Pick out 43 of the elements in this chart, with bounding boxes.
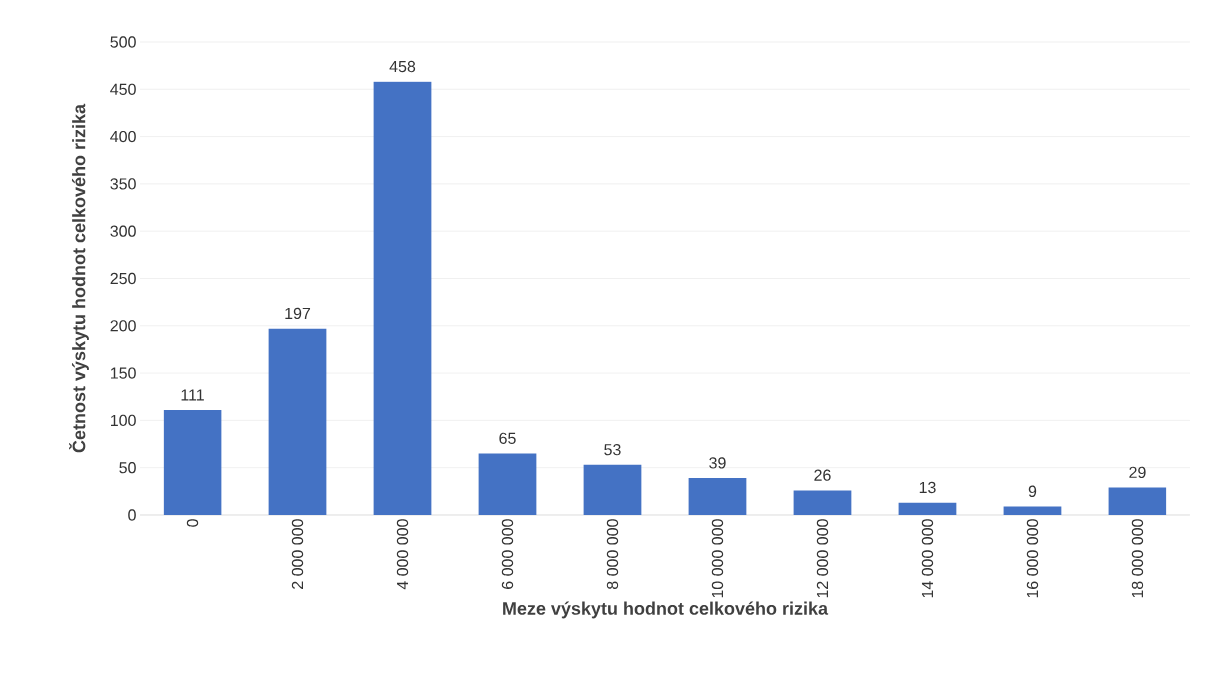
y-tick-label: 450 (110, 83, 136, 95)
y-axis-title: Četnost výskytu hodnot celkového rizika (69, 103, 89, 453)
x-tick-label: 0 (186, 519, 199, 527)
y-tick-label: 500 (110, 36, 136, 48)
x-tick-label: 16 000 000 (1026, 519, 1039, 598)
bar (268, 328, 327, 515)
bar (1108, 487, 1167, 515)
data-label: 197 (285, 307, 311, 320)
bar (583, 464, 642, 515)
data-label: 111 (181, 389, 204, 401)
y-tick-label: 250 (110, 272, 136, 285)
data-label: 39 (709, 457, 726, 469)
y-tick-label: 0 (128, 509, 136, 521)
data-label: 26 (814, 469, 831, 481)
bar (898, 502, 957, 515)
bar (373, 81, 432, 515)
x-tick-label: 12 000 000 (816, 519, 829, 598)
y-tick-label: 350 (110, 178, 136, 190)
y-tick-label: 50 (119, 462, 136, 474)
data-label: 13 (919, 481, 936, 494)
x-axis-title: Meze výskytu hodnot celkového rizika (503, 601, 829, 619)
data-label: 458 (389, 60, 416, 73)
x-tick-label: 8 000 000 (606, 519, 619, 590)
data-label: 29 (1129, 466, 1146, 479)
data-label: 53 (604, 443, 621, 456)
bar (163, 409, 222, 515)
x-tick-label: 2 000 000 (291, 519, 304, 589)
y-tick-label: 400 (110, 130, 136, 143)
x-tick-label: 18 000 000 (1131, 519, 1144, 598)
y-tick-label: 300 (110, 225, 136, 237)
bar (793, 490, 852, 515)
x-tick-label: 4 000 000 (396, 519, 409, 590)
y-tick-label: 100 (111, 414, 136, 427)
y-tick-label: 200 (110, 320, 136, 332)
x-tick-label: 14 000 000 (921, 519, 934, 598)
bar (688, 478, 747, 515)
x-tick-label: 6 000 000 (501, 519, 514, 589)
bar (1003, 506, 1062, 515)
data-label: 9 (1028, 485, 1037, 497)
data-label: 65 (499, 432, 516, 444)
bar (478, 453, 537, 515)
y-tick-label: 150 (111, 367, 136, 379)
x-tick-label: 10 000 000 (711, 519, 724, 598)
